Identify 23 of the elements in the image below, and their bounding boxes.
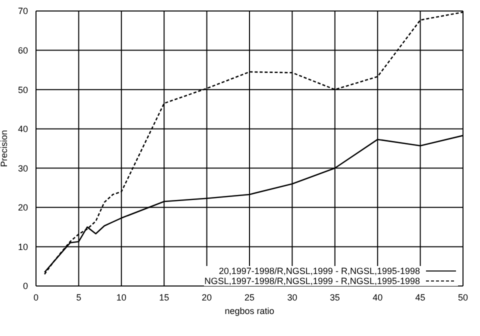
x-tick-label: 15: [159, 292, 170, 302]
x-tick-label: 20: [202, 292, 212, 302]
x-tick-label: 5: [76, 292, 82, 302]
y-tick-label: 40: [18, 124, 28, 134]
y-tick-label: 70: [18, 6, 28, 16]
y-tick-label: 20: [18, 202, 28, 213]
y-tick-label: 0: [22, 281, 28, 292]
x-tick-label: 35: [330, 292, 340, 302]
y-tick-label: 60: [18, 45, 28, 56]
y-tick-label: 30: [18, 163, 28, 174]
x-tick-label: 10: [116, 292, 126, 302]
x-tick-label: 0: [33, 292, 39, 302]
legend-label: 20,1997-1998/R,NGSL,1999 - R,NGSL,1995-1998: [218, 266, 420, 276]
y-tick-label: 10: [18, 242, 28, 252]
y-axis-title: Precision: [0, 130, 10, 168]
x-tick-label: 40: [372, 292, 383, 302]
x-tick-label: 30: [287, 292, 298, 302]
x-tick-label: 25: [244, 292, 255, 302]
x-tick-label: 45: [415, 292, 426, 302]
x-axis-title: negbos ratio: [224, 306, 274, 316]
legend-label: NGSL,1997-1998/R,NGSL,1999 - R,NGSL,1995-1998: [204, 276, 420, 286]
x-tick-label: 50: [458, 292, 468, 302]
y-tick-label: 50: [18, 84, 28, 95]
